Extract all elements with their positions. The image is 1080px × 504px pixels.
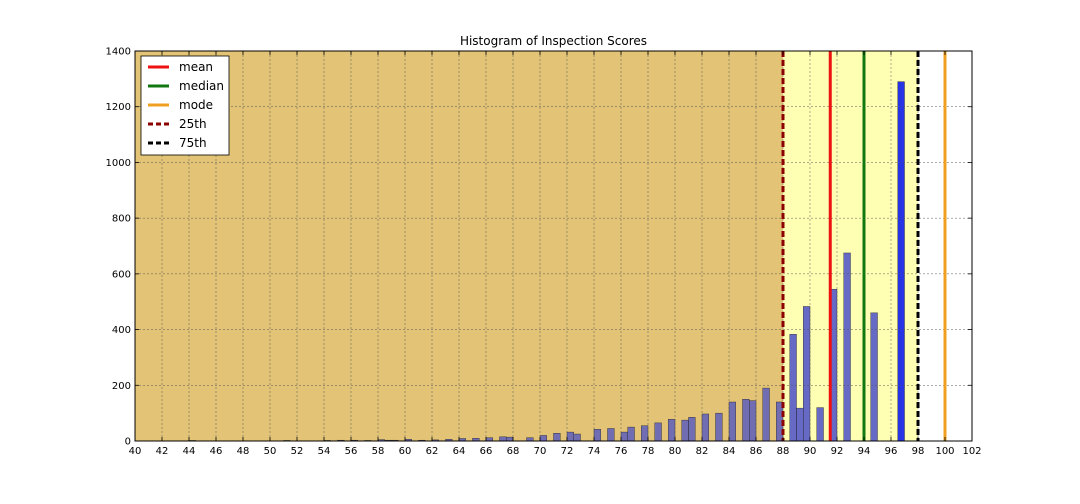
x-tick-label-0: 40: [129, 446, 142, 457]
y-tick-label-0: 0: [125, 437, 131, 448]
y-tick-label-3: 600: [112, 269, 131, 280]
x-tick-label-18: 76: [615, 446, 628, 457]
histogram-bar-27: [641, 425, 649, 442]
x-tick-label-21: 82: [696, 446, 709, 457]
x-tick-label-24: 88: [777, 446, 790, 457]
histogram-bar-20: [553, 433, 561, 442]
histogram-bar-36: [749, 400, 757, 442]
x-tick-label-2: 44: [183, 446, 196, 457]
x-tick-label-15: 70: [534, 446, 547, 457]
plot-frame: [134, 50, 973, 442]
histogram-bar-31: [688, 417, 696, 442]
x-tick-label-11: 62: [426, 446, 439, 457]
legend-label-mode: mode: [179, 98, 213, 112]
histogram-bar-17: [506, 436, 514, 442]
x-tick-label-30: 100: [935, 446, 954, 457]
legend-label-25th: 25th: [179, 117, 207, 131]
x-tick-label-13: 66: [480, 446, 493, 457]
y-tick-label-4: 800: [112, 214, 131, 225]
legend-label-75th: 75th: [179, 136, 207, 150]
x-tick-label-29: 98: [912, 446, 925, 457]
histogram-bar-44: [843, 252, 851, 442]
histogram-bar-21: [566, 431, 574, 442]
histogram-bar-25: [620, 431, 628, 442]
y-tick-label-7: 1400: [106, 47, 131, 58]
histogram-bar-30: [681, 419, 689, 442]
histogram-bar-26: [627, 426, 635, 442]
histogram-bar-23: [593, 429, 601, 442]
legend-label-median: median: [179, 79, 224, 93]
histogram-bar-28: [654, 422, 662, 442]
x-tick-label-28: 96: [885, 446, 898, 457]
histogram-bar-32: [701, 413, 709, 442]
histogram-bar-42: [816, 407, 824, 442]
y-tick-label-6: 1200: [106, 102, 131, 113]
x-tick-label-27: 94: [858, 446, 871, 457]
x-tick-label-8: 56: [345, 446, 358, 457]
x-tick-label-26: 92: [831, 446, 844, 457]
x-tick-label-20: 80: [669, 446, 682, 457]
histogram-bar-33: [715, 412, 723, 442]
histogram-bar-45: [870, 312, 878, 442]
x-tick-label-31: 102: [962, 446, 981, 457]
y-tick-label-5: 1000: [106, 158, 131, 169]
histogram-bar-41: [803, 306, 811, 442]
histogram-bar-39: [789, 334, 797, 442]
x-tick-label-23: 86: [750, 446, 763, 457]
x-tick-label-10: 60: [399, 446, 412, 457]
x-tick-label-5: 50: [264, 446, 277, 457]
x-tick-label-1: 42: [156, 446, 169, 457]
y-tick-label-1: 200: [112, 381, 131, 392]
histogram-bar-29: [668, 419, 676, 442]
x-tick-label-25: 90: [804, 446, 817, 457]
x-tick-label-16: 72: [561, 446, 574, 457]
x-tick-label-14: 68: [507, 446, 520, 457]
x-tick-label-19: 78: [642, 446, 655, 457]
histogram-bar-46: [897, 81, 905, 442]
histogram-bar-37: [762, 387, 770, 442]
histogram-bar-34: [728, 401, 736, 442]
histogram-bar-18: [526, 437, 534, 442]
x-tick-label-22: 84: [723, 446, 736, 457]
histogram-bar-16: [499, 436, 507, 442]
shaded-region-0: [135, 51, 783, 441]
x-tick-label-9: 58: [372, 446, 385, 457]
histogram-bar-22: [573, 433, 581, 442]
legend-label-mean: mean: [179, 60, 213, 74]
x-tick-label-6: 52: [291, 446, 304, 457]
chart-title: Histogram of Inspection Scores: [460, 34, 647, 48]
histogram-bar-24: [607, 428, 615, 442]
plot-area: 40 42 44 46 48 50 52 54 56 58 60 62 64 66 68 70 72 74 76 78…: [106, 47, 982, 458]
x-tick-label-12: 64: [453, 446, 466, 457]
histogram-bar-19: [539, 435, 547, 442]
x-tick-label-3: 46: [210, 446, 223, 457]
x-tick-label-4: 48: [237, 446, 250, 457]
x-tick-label-17: 74: [588, 446, 601, 457]
histogram-bar-15: [485, 437, 493, 442]
histogram-bar-40: [796, 407, 804, 442]
x-tick-label-7: 54: [318, 446, 331, 457]
y-tick-label-2: 400: [112, 325, 131, 336]
histogram-bar-35: [742, 399, 750, 442]
